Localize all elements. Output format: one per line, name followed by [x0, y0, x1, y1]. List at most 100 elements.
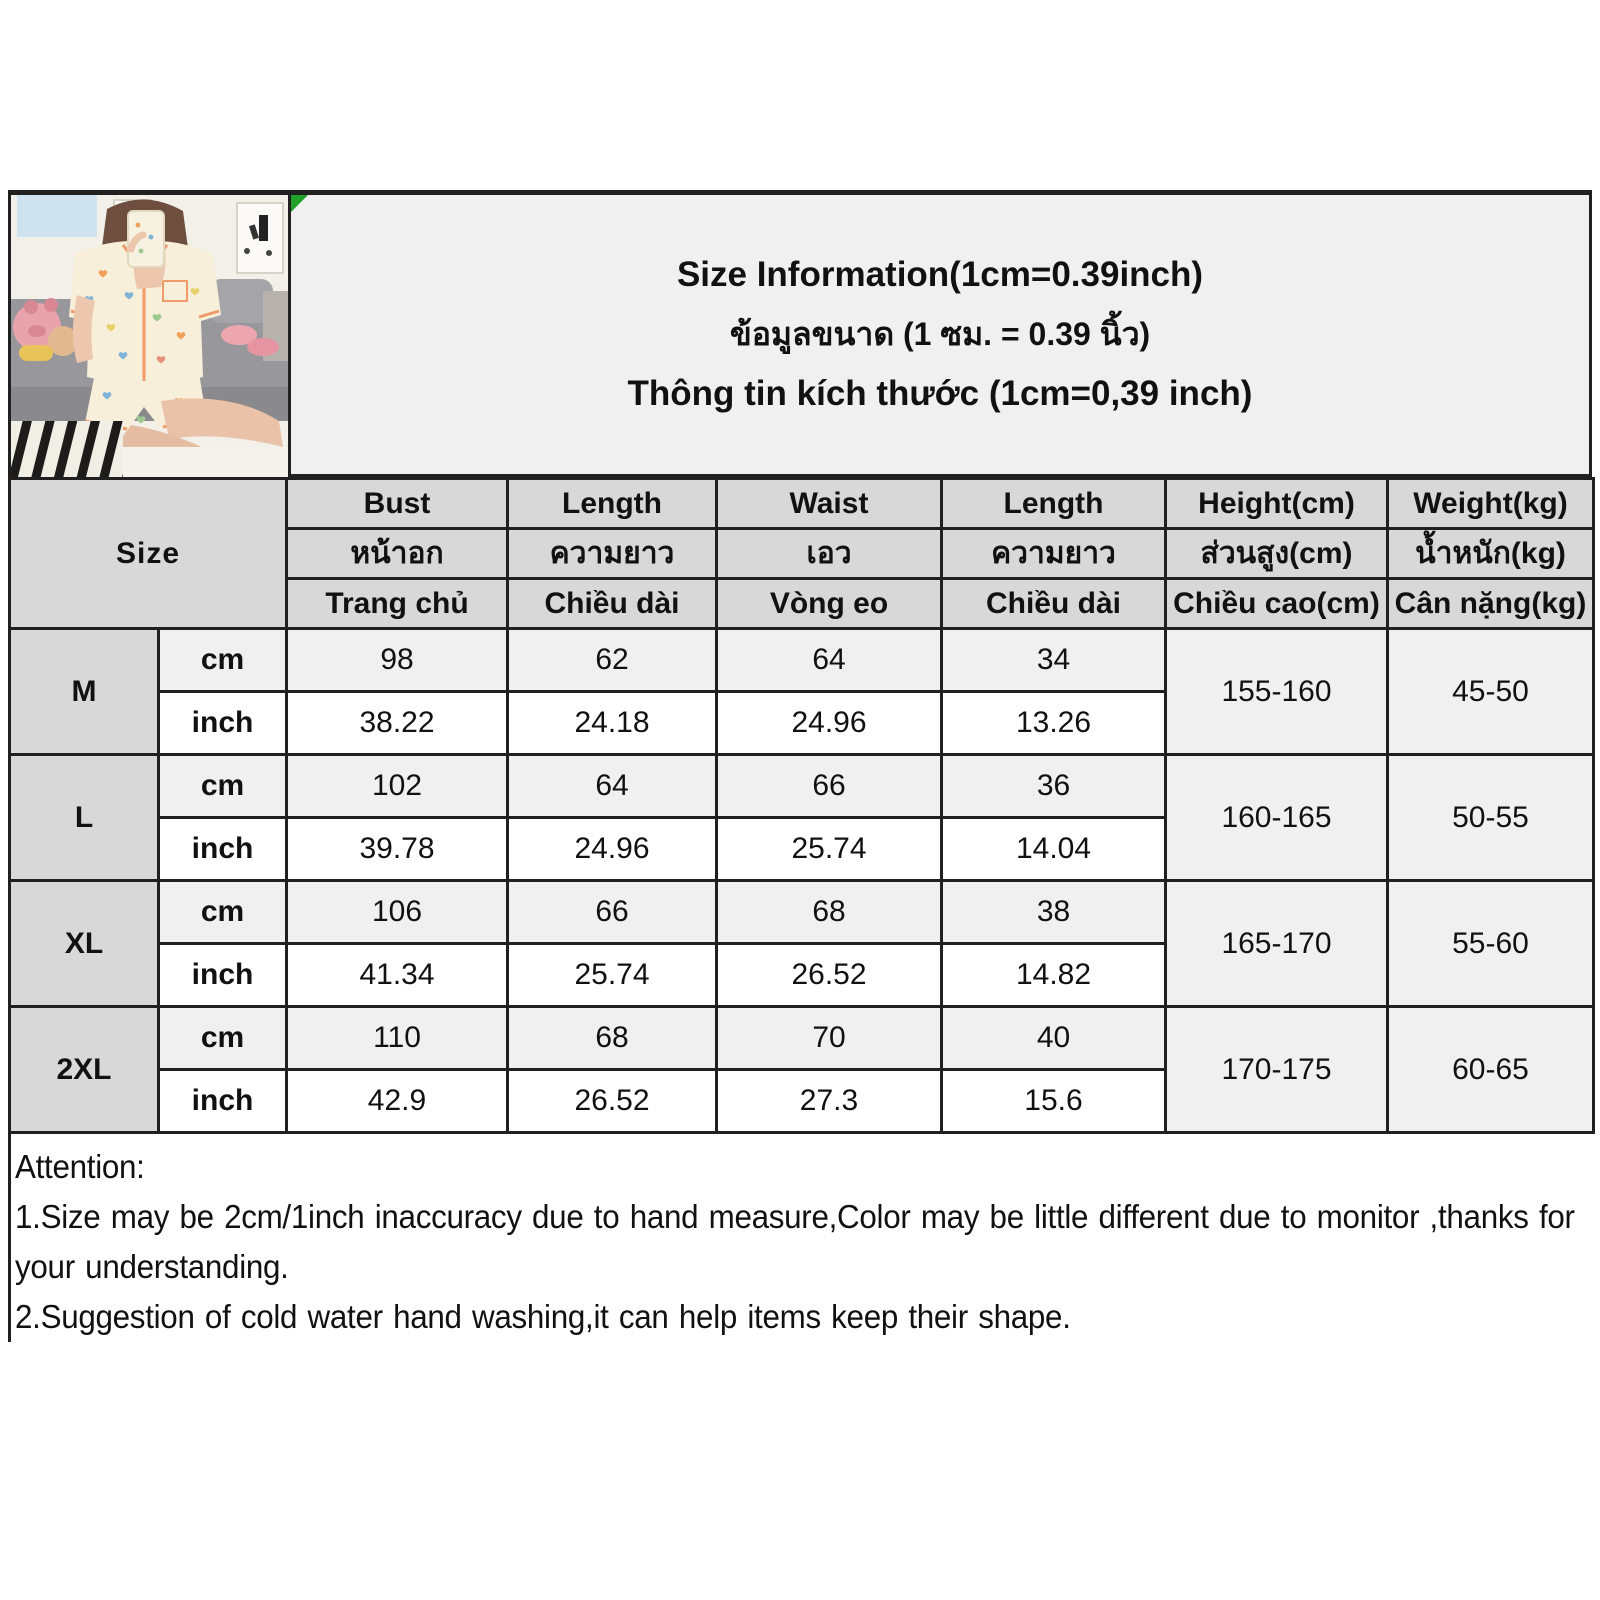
value-cell: 41.34	[285, 942, 509, 1008]
attention-note-2: 2.Suggestion of cold water hand washing,…	[15, 1298, 1071, 1335]
value-cell: 68	[715, 879, 943, 945]
height-range-cell: 160-165	[1164, 753, 1389, 882]
col-header-bust-vi: Trang chủ	[285, 577, 509, 630]
value-cell: 70	[715, 1005, 943, 1071]
weight-range-cell: 60-65	[1386, 1005, 1595, 1134]
corner-fold-icon	[291, 195, 308, 212]
value-cell: 98	[285, 627, 509, 693]
window-light	[17, 195, 97, 237]
value-cell: 39.78	[285, 816, 509, 882]
col-header-bust-en: Bust	[285, 477, 509, 530]
product-photo	[8, 195, 288, 477]
value-cell: 26.52	[506, 1068, 718, 1134]
value-cell: 36	[940, 753, 1167, 819]
unit-cell-inch: inch	[157, 816, 288, 882]
col-header-length-vi: Chiều dài	[506, 577, 718, 630]
header-row-vietnamese: Trang chủ Chiều dài Vòng eo Chiều dài Ch…	[10, 577, 1595, 630]
plush-toys	[13, 298, 78, 361]
top-section: Size Information(1cm=0.39inch) ข้อมูลขนา…	[8, 190, 1592, 477]
value-cell: 40	[940, 1005, 1167, 1071]
striped-rug	[11, 421, 123, 477]
value-cell: 27.3	[715, 1068, 943, 1134]
size-name-cell: XL	[8, 879, 160, 1008]
table-row-m-cm: M cm 98 62 64 34 155-160 45-50	[8, 627, 1595, 756]
table-row-l-cm: L cm 102 64 66 36 160-165 50-55	[8, 753, 1595, 882]
value-cell: 26.52	[715, 942, 943, 1008]
col-header-waist-vi: Vòng eo	[715, 577, 943, 630]
title-english: Size Information(1cm=0.39inch)	[676, 255, 1204, 294]
value-cell: 66	[715, 753, 943, 819]
col-header-height-th: ส่วนสูง(cm)	[1164, 527, 1389, 580]
header-row-english: Size Bust Length Waist Length Height(cm)…	[8, 477, 1595, 630]
value-cell: 64	[715, 627, 943, 693]
picture-frame	[236, 202, 284, 274]
height-range-cell: 155-160	[1164, 627, 1389, 756]
col-header-height-vi: Chiều cao(cm)	[1164, 577, 1389, 630]
col-header-length-en: Length	[506, 477, 718, 530]
table-row-xl-cm: XL cm 106 66 68 38 165-170 55-60	[8, 879, 1595, 1008]
weight-range-cell: 55-60	[1386, 879, 1595, 1008]
unit-cell-cm: cm	[157, 627, 288, 693]
size-header-cell: Size	[8, 477, 288, 630]
value-cell: 64	[506, 753, 718, 819]
table-row-xl-inch: inch 41.34 25.74 26.52 14.82	[10, 942, 1594, 1008]
value-cell: 106	[285, 879, 509, 945]
size-name-cell: 2XL	[8, 1005, 160, 1134]
value-cell: 14.82	[940, 942, 1167, 1008]
col-header-height-en: Height(cm)	[1164, 477, 1389, 530]
unit-cell-cm: cm	[157, 879, 288, 945]
slippers	[221, 325, 279, 356]
height-range-cell: 165-170	[1164, 879, 1389, 1008]
col-header-length2-en: Length	[940, 477, 1167, 530]
weight-range-cell: 45-50	[1386, 627, 1595, 756]
unit-cell-inch: inch	[157, 942, 288, 1008]
value-cell: 24.18	[506, 690, 718, 756]
value-cell: 25.74	[506, 942, 718, 1008]
size-chart-content: Size Information(1cm=0.39inch) ข้อมูลขนา…	[8, 190, 1595, 1342]
col-header-waist-th: เอว	[715, 527, 943, 580]
unit-cell-inch: inch	[157, 1068, 288, 1134]
unit-cell-cm: cm	[157, 1005, 288, 1071]
attention-section: Attention: 1.Size may be 2cm/1inch inacc…	[8, 1134, 1592, 1342]
product-photo-illustration	[11, 195, 288, 477]
value-cell: 15.6	[940, 1068, 1167, 1134]
pillow	[209, 279, 273, 323]
unit-cell-inch: inch	[157, 690, 288, 756]
value-cell: 24.96	[506, 816, 718, 882]
col-header-length2-th: ความยาว	[940, 527, 1167, 580]
table-row-l-inch: inch 39.78 24.96 25.74 14.04	[10, 816, 1594, 882]
value-cell: 34	[940, 627, 1167, 693]
floor	[115, 447, 288, 477]
table-row-m-inch: inch 38.22 24.18 24.96 13.26	[10, 690, 1594, 756]
col-header-weight-vi: Cân nặng(kg)	[1386, 577, 1595, 630]
size-name-cell: M	[8, 627, 160, 756]
header-row-thai: หน้าอก ความยาว เอว ความยาว ส่วนสูง(cm) น…	[10, 527, 1595, 580]
height-range-cell: 170-175	[1164, 1005, 1389, 1134]
value-cell: 62	[506, 627, 718, 693]
title-vietnamese: Thông tin kích thước (1cm=0,39 inch)	[627, 374, 1253, 413]
value-cell: 42.9	[285, 1068, 509, 1134]
attention-text: Attention: 1.Size may be 2cm/1inch inacc…	[15, 1142, 1595, 1342]
value-cell: 38.22	[285, 690, 509, 756]
size-name-cell: L	[8, 753, 160, 882]
value-cell: 24.96	[715, 690, 943, 756]
value-cell: 13.26	[940, 690, 1167, 756]
col-header-waist-en: Waist	[715, 477, 943, 530]
title-thai: ข้อมูลขนาด (1 ซม. = 0.39 นิ้ว)	[729, 316, 1151, 352]
col-header-weight-en: Weight(kg)	[1386, 477, 1595, 530]
table-row-2xl-inch: inch 42.9 26.52 27.3 15.6	[10, 1068, 1594, 1134]
weight-range-cell: 50-55	[1386, 753, 1595, 882]
col-header-weight-th: น้ำหนัก(kg)	[1386, 527, 1595, 580]
col-header-bust-th: หน้าอก	[285, 527, 509, 580]
attention-heading: Attention:	[15, 1148, 145, 1185]
attention-note-1: 1.Size may be 2cm/1inch inaccuracy due t…	[15, 1198, 1575, 1285]
col-header-length-th: ความยาว	[506, 527, 718, 580]
value-cell: 110	[285, 1005, 509, 1071]
table-row-2xl-cm: 2XL cm 110 68 70 40 170-175 60-65	[8, 1005, 1595, 1134]
value-cell: 14.04	[940, 816, 1167, 882]
value-cell: 38	[940, 879, 1167, 945]
size-info-header: Size Information(1cm=0.39inch) ข้อมูลขนา…	[288, 195, 1592, 477]
col-header-length2-vi: Chiều dài	[940, 577, 1167, 630]
unit-cell-cm: cm	[157, 753, 288, 819]
